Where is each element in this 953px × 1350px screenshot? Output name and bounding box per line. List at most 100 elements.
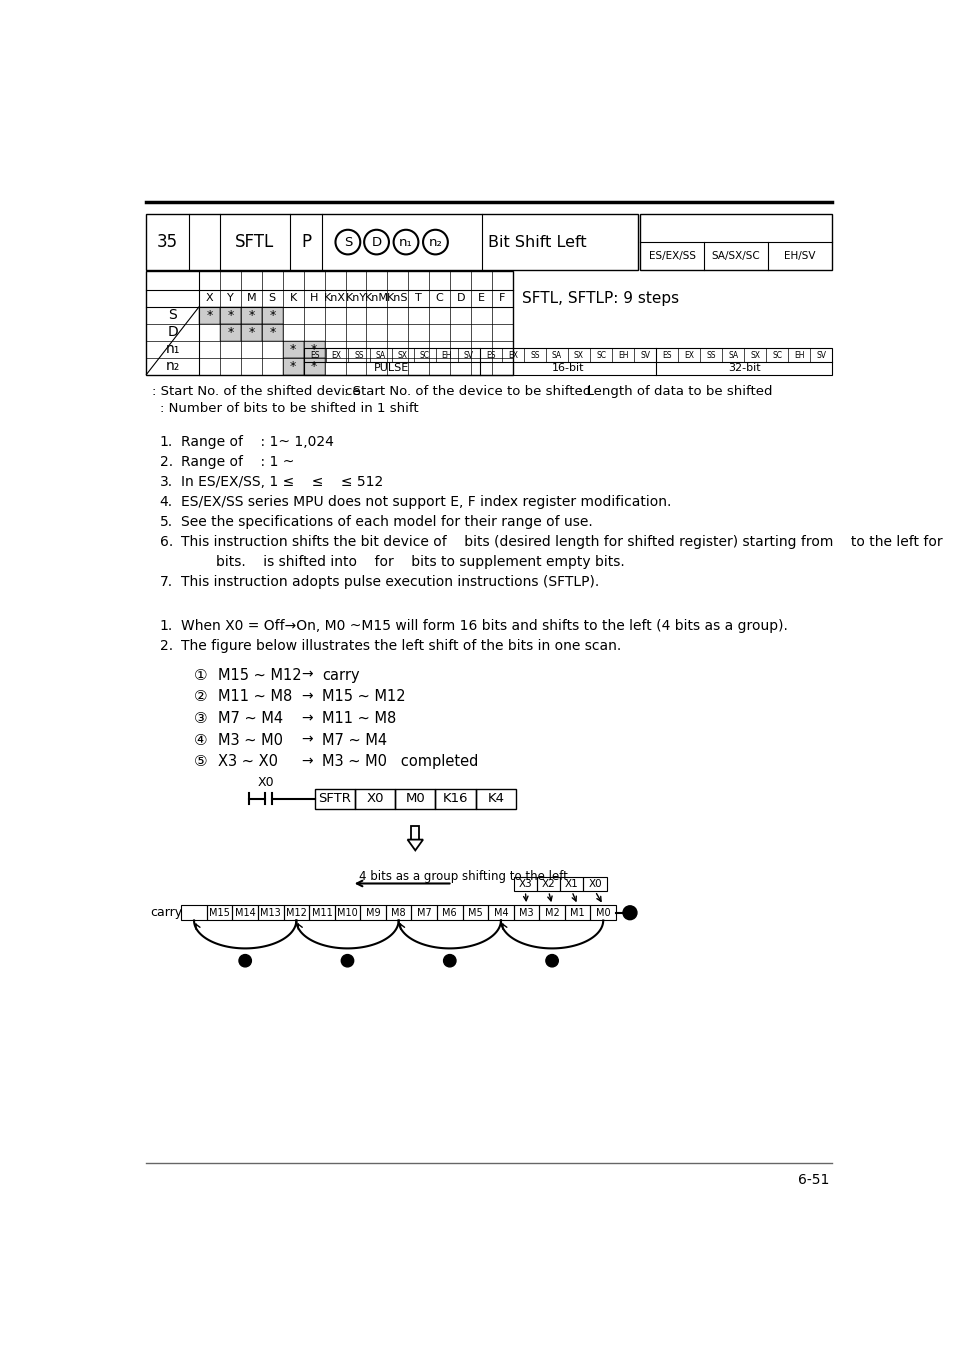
Text: 7.: 7. [159,575,172,590]
Text: EX: EX [507,351,517,359]
Text: K: K [290,293,296,304]
Text: SS: SS [705,351,715,359]
Text: M10: M10 [336,907,357,918]
Text: *: * [290,359,296,373]
Bar [411,826,418,840]
Bar [220,324,241,340]
Bar [220,306,241,324]
Text: X3 ~ X0: X3 ~ X0 [218,755,278,770]
Text: ①: ① [193,668,207,683]
Bar [355,788,395,809]
Bar [360,904,385,921]
Bar [282,358,303,374]
Text: X0: X0 [257,776,274,788]
Text: : Length of data to be shifted: : Length of data to be shifted [578,385,772,398]
Bar [436,904,462,921]
Text: 6-51: 6-51 [797,1173,828,1187]
Text: M11 ~ M8: M11 ~ M8 [218,690,293,705]
Bar [257,904,283,921]
Text: C: C [436,293,443,304]
Text: M13: M13 [260,907,281,918]
Text: ES/EX/SS: ES/EX/SS [648,251,695,261]
Text: →: → [301,733,313,747]
Bar [639,215,831,270]
Text: S: S [168,308,177,323]
Bar [303,348,831,374]
Bar [335,904,360,921]
Text: 16-bit: 16-bit [551,363,583,374]
Text: SC: SC [419,351,430,359]
Text: SA/SX/SC: SA/SX/SC [711,251,760,261]
Bar [395,788,435,809]
Text: M11: M11 [312,907,332,918]
Bar [411,904,436,921]
Text: n₁: n₁ [398,236,413,248]
Bar [241,324,261,340]
Text: SC: SC [596,351,605,359]
Text: M15 ~ M12: M15 ~ M12 [322,690,405,705]
Text: X0: X0 [366,792,383,806]
Text: KnM: KnM [365,293,389,304]
Bar [462,904,488,921]
Text: Bit Shift Left: Bit Shift Left [488,235,586,250]
Text: Y: Y [227,293,233,304]
Text: X2: X2 [541,879,555,890]
Text: H: H [310,293,318,304]
Text: : Number of bits to be shifted in 1 shift: : Number of bits to be shifted in 1 shif… [159,402,417,416]
Text: This instruction adopts pulse execution instructions (SFTLP).: This instruction adopts pulse execution … [181,575,598,590]
Text: SV: SV [463,351,474,359]
Text: M3: M3 [518,907,534,918]
Text: →: → [301,755,313,768]
Text: *: * [290,343,296,355]
Bar [261,324,282,340]
Text: M3 ~ M0   completed: M3 ~ M0 completed [322,755,478,770]
Polygon shape [407,840,422,850]
Bar [303,358,324,374]
Text: See the specifications of each model for their range of use.: See the specifications of each model for… [181,516,593,529]
Text: SV: SV [816,351,825,359]
Text: X0: X0 [588,879,601,890]
Text: M0: M0 [596,907,610,918]
Bar [513,904,538,921]
Text: KnS: KnS [387,293,408,304]
Text: M7 ~ M4: M7 ~ M4 [322,733,387,748]
Text: *: * [248,325,254,339]
Text: EX: EX [332,351,341,359]
Text: *: * [206,309,213,321]
Bar [261,306,282,324]
Text: ②: ② [193,690,207,705]
Bar [564,904,590,921]
Text: EH: EH [441,351,452,359]
Bar [207,904,233,921]
Bar [241,306,261,324]
Text: D: D [456,293,464,304]
Text: M8: M8 [391,907,406,918]
Bar [146,215,638,270]
Text: M15 ~ M12: M15 ~ M12 [218,668,302,683]
Text: →: → [301,668,313,682]
Text: n₂: n₂ [166,359,180,373]
Text: M15: M15 [209,907,230,918]
Text: carry: carry [322,668,359,683]
Text: 5.: 5. [159,516,172,529]
Bar [233,904,257,921]
Bar [146,271,513,374]
Text: 2.: 2. [159,640,172,653]
Text: SA: SA [727,351,738,359]
Text: When X0 = Off→On, M0 ~M15 will form 16 bits and shifts to the left (4 bits as a : When X0 = Off→On, M0 ~M15 will form 16 b… [181,618,787,633]
Text: T: T [415,293,422,304]
Text: n₁: n₁ [166,342,180,356]
Text: M7 ~ M4: M7 ~ M4 [218,711,283,726]
Bar [282,340,303,358]
Text: M0: M0 [405,792,425,806]
Circle shape [239,954,252,967]
Bar [513,878,537,891]
Text: SX: SX [397,351,407,359]
Bar [309,904,335,921]
Text: ES/EX/SS series MPU does not support E, F index register modification.: ES/EX/SS series MPU does not support E, … [181,495,671,509]
Text: SC: SC [771,351,781,359]
Text: SA: SA [375,351,385,359]
Circle shape [622,906,637,919]
Text: *: * [248,309,254,321]
Text: KnY: KnY [345,293,366,304]
